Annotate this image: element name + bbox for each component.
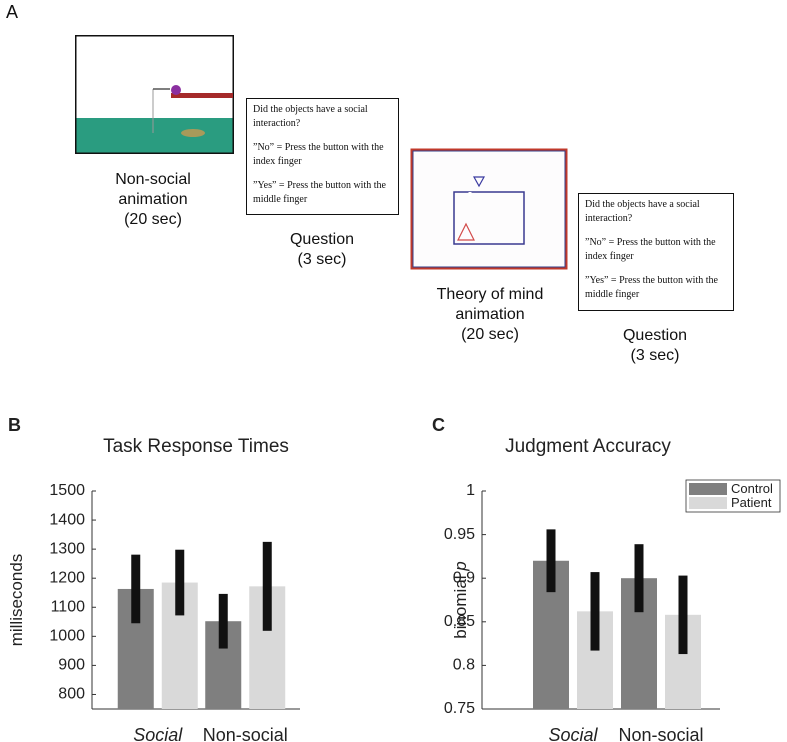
caption-line: Non-social [115, 171, 191, 188]
non-social-frame [75, 35, 234, 154]
error-bar [590, 572, 600, 651]
question-text: ”Yes” = Press the button with the middle… [253, 180, 386, 205]
caption: Question (3 sec) [252, 230, 392, 270]
question-text: Did the objects have a social interactio… [585, 199, 700, 224]
caption-line: Question [289, 231, 355, 248]
y-axis-label-text: milliseconds [7, 554, 26, 647]
panel-label: A [6, 2, 19, 22]
caption: Non-social animation (20 sec) [83, 170, 223, 230]
x-tick-label: Social [548, 725, 598, 742]
y-tick-label: 1300 [49, 540, 85, 557]
caption-line: Question [622, 327, 688, 344]
x-tick-label: Social [133, 725, 183, 742]
caption-line: animation [455, 306, 525, 323]
caption-line: (3 sec) [297, 251, 347, 268]
y-tick-label: 0.9 [453, 569, 475, 586]
tom-frame [410, 148, 568, 270]
chart-title: Judgment Accuracy [505, 436, 671, 457]
y-tick-label: 1000 [49, 628, 85, 645]
question-box: Did the objects have a social interactio… [578, 193, 734, 311]
error-bar [131, 554, 141, 624]
legend-label: Patient [731, 495, 772, 510]
y-tick-label: 1500 [49, 482, 85, 499]
question-text: ”No” = Press the button with the index f… [253, 142, 384, 167]
question-text: ”Yes” = Press the button with the middle… [585, 275, 718, 300]
question-text: ”No” = Press the button with the index f… [585, 237, 716, 262]
error-bar [634, 544, 644, 613]
question-box: Did the objects have a social interactio… [246, 98, 399, 215]
y-tick-label: 0.95 [444, 526, 475, 543]
caption-line: Theory of mind [436, 286, 544, 303]
y-tick-label: 0.75 [444, 700, 475, 717]
y-axis-label-symbol: p [451, 561, 470, 571]
caption-line: (20 sec) [461, 326, 519, 343]
question-text: Did the objects have a social interactio… [253, 104, 368, 129]
x-tick-label: Non-social [618, 725, 703, 742]
caption-line: (20 sec) [124, 211, 182, 228]
legend-swatch [689, 497, 727, 509]
caption: Theory of mind animation (20 sec) [415, 285, 565, 345]
caption-line: (3 sec) [630, 347, 680, 364]
legend-swatch [689, 483, 727, 495]
error-bar [175, 549, 185, 616]
caption: Question (3 sec) [585, 326, 725, 366]
y-tick-label: 1200 [49, 569, 85, 586]
chart-title: Task Response Times [103, 436, 289, 457]
x-tick-label: Non-social [203, 725, 288, 742]
y-tick-label: 0.85 [444, 613, 475, 630]
y-tick-label: 900 [58, 657, 85, 674]
y-tick-label: 0.8 [453, 657, 475, 674]
panel-label: C [432, 415, 445, 435]
y-axis-label: binomial p [451, 561, 470, 639]
y-tick-label: 1400 [49, 511, 85, 528]
panel-label: B [8, 415, 21, 435]
y-axis-label: milliseconds [7, 554, 26, 647]
error-bar [678, 575, 688, 655]
caption-line: animation [118, 191, 188, 208]
y-tick-label: 1 [466, 482, 475, 499]
y-tick-label: 800 [58, 686, 85, 703]
error-bar [262, 541, 272, 631]
error-bar [546, 529, 556, 593]
legend-label: Control [731, 481, 773, 496]
y-tick-label: 1100 [51, 598, 86, 615]
y-axis-label-text: binomial [451, 575, 470, 638]
error-bar [218, 593, 228, 649]
